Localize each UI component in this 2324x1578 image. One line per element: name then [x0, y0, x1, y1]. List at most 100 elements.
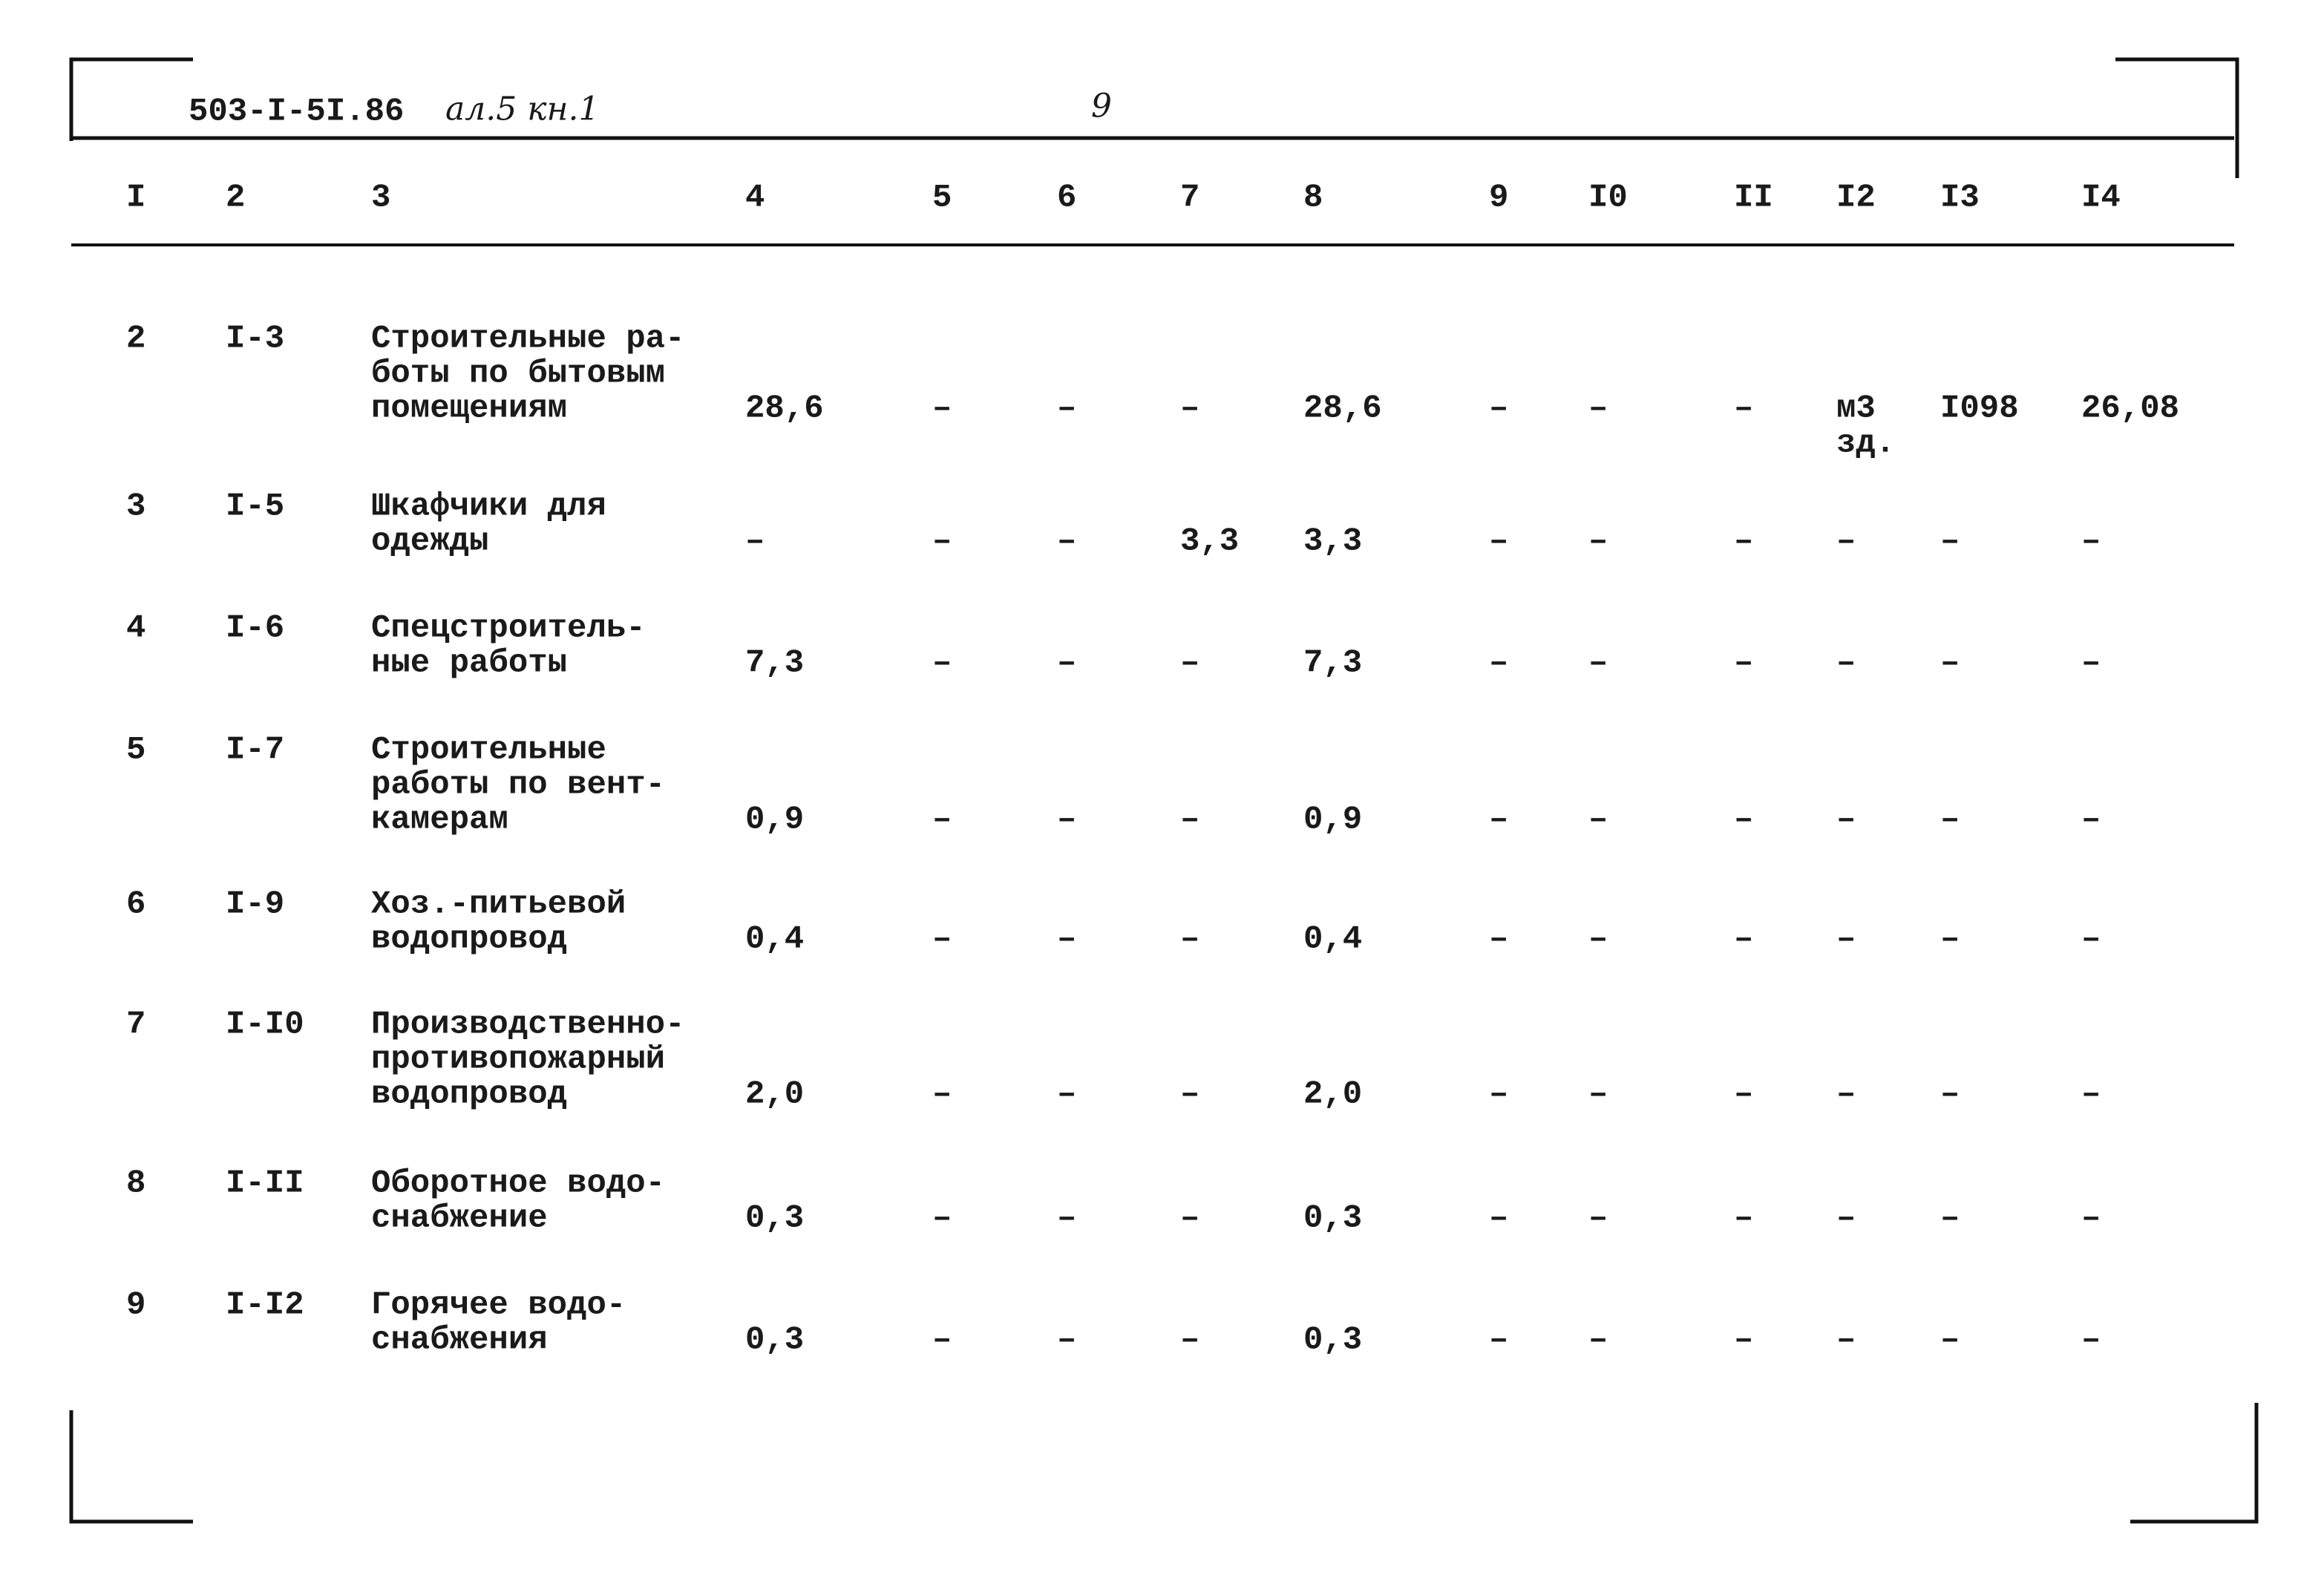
cell-value: 2,0 [1303, 1076, 1362, 1113]
row-code: I-6 [226, 610, 284, 647]
cell-value: – [1489, 921, 1508, 958]
doc-note: ал.5 кн.1 [445, 91, 599, 128]
cell-value: – [932, 921, 952, 958]
row-number: 3 [126, 488, 145, 526]
cell-value: – [1940, 1200, 1960, 1237]
row-description: боты по бытовым [371, 356, 665, 393]
cell-value: 7,3 [1303, 645, 1362, 682]
cell-value: – [1180, 802, 1199, 839]
cell-value: – [1588, 921, 1608, 958]
cell-value: – [2081, 1200, 2101, 1237]
row-description: Строительные [371, 732, 606, 769]
cell-value: 7,3 [745, 645, 804, 682]
cell-value: 0,3 [1303, 1200, 1362, 1237]
column-header: 2 [226, 180, 245, 217]
cell-value: – [1180, 1200, 1199, 1237]
cell-value: – [1180, 921, 1199, 958]
row-description: Строительные ра- [371, 321, 684, 358]
row-code: I-5 [226, 488, 284, 526]
cell-value: 0,3 [745, 1200, 804, 1237]
cell-value: – [1836, 1076, 1856, 1113]
cell-value: – [932, 1076, 952, 1113]
row-number: 6 [126, 886, 145, 923]
cell-value: – [1588, 802, 1608, 839]
cell-value: – [2081, 645, 2101, 682]
cell-value: – [2081, 1322, 2101, 1359]
cell-value: – [1489, 523, 1508, 560]
frame-corner [2115, 57, 2239, 178]
row-description: Хоз.-питьевой [371, 886, 626, 923]
cell-value: 2,0 [745, 1076, 804, 1113]
cell-value: – [1180, 390, 1199, 428]
cell-value: – [1940, 523, 1960, 560]
row-description: противопожарный [371, 1041, 665, 1078]
cell-value: – [745, 523, 765, 560]
cell-value: – [1588, 390, 1608, 428]
cell-value: 0,3 [1303, 1322, 1362, 1359]
row-description: Спецстроитель- [371, 610, 646, 647]
column-header: I [126, 180, 145, 217]
cell-value: – [1734, 1200, 1753, 1237]
row-description: Оборотное водо- [371, 1165, 665, 1202]
row-description: помещениям [371, 390, 567, 428]
row-description: камерам [371, 802, 508, 839]
column-header: II [1734, 180, 1773, 217]
cell-value: – [932, 645, 952, 682]
cell-value: – [1489, 1322, 1508, 1359]
row-description: работы по вент- [371, 767, 665, 804]
row-number: 2 [126, 321, 145, 358]
row-description: Шкафчики для [371, 488, 606, 526]
cell-value: – [1588, 1322, 1608, 1359]
cell-value: – [1940, 645, 1960, 682]
column-header: I0 [1588, 180, 1628, 217]
cell-value: – [1940, 1076, 1960, 1113]
row-code: I-I2 [226, 1287, 304, 1324]
row-description: снабжение [371, 1200, 548, 1237]
cell-value: – [1734, 390, 1753, 428]
cell-value: – [1734, 645, 1753, 682]
row-description: одежды [371, 523, 488, 560]
frame-corner [69, 57, 193, 141]
row-description: Производственно- [371, 1006, 684, 1044]
cell-value: – [1057, 523, 1076, 560]
cell-value: – [1836, 645, 1856, 682]
frame-corner [2130, 1403, 2259, 1524]
row-code: I-3 [226, 321, 284, 358]
cell-value: – [1057, 645, 1076, 682]
cell-value: 3,3 [1180, 523, 1239, 560]
cell-value: – [1734, 921, 1753, 958]
cell-value: – [1588, 523, 1608, 560]
cell-value: 26,08 [2081, 390, 2179, 428]
cell-value: – [1588, 1076, 1608, 1113]
column-header: I4 [2081, 180, 2121, 217]
column-header: 7 [1180, 180, 1199, 217]
cell-value: – [1057, 390, 1076, 428]
cell-value: 28,6 [745, 390, 824, 428]
row-description: водопровод [371, 1076, 567, 1113]
cell-value: 3,3 [1303, 523, 1362, 560]
column-header: I2 [1836, 180, 1876, 217]
cell-value: – [1057, 802, 1076, 839]
cell-value: – [2081, 802, 2101, 839]
row-description: водопровод [371, 921, 567, 958]
cell-value: – [1057, 1200, 1076, 1237]
cell-value: – [1734, 523, 1753, 560]
row-code: I-II [226, 1165, 304, 1202]
cell-value: – [932, 390, 952, 428]
cell-value: – [1588, 645, 1608, 682]
row-number: 5 [126, 732, 145, 769]
column-header: 4 [745, 180, 765, 217]
cell-value: – [2081, 1076, 2101, 1113]
cell-value: – [1057, 1322, 1076, 1359]
cell-value: – [1836, 802, 1856, 839]
cell-value: – [1489, 802, 1508, 839]
cell-value: 28,6 [1303, 390, 1382, 428]
row-number: 9 [126, 1287, 145, 1324]
doc-code: 503-I-5I.86 [189, 94, 404, 131]
cell-value: – [1489, 645, 1508, 682]
cell-value: – [1489, 390, 1508, 428]
cell-value: 0,9 [745, 802, 804, 839]
column-header: I3 [1940, 180, 1980, 217]
cell-value: – [1180, 645, 1199, 682]
